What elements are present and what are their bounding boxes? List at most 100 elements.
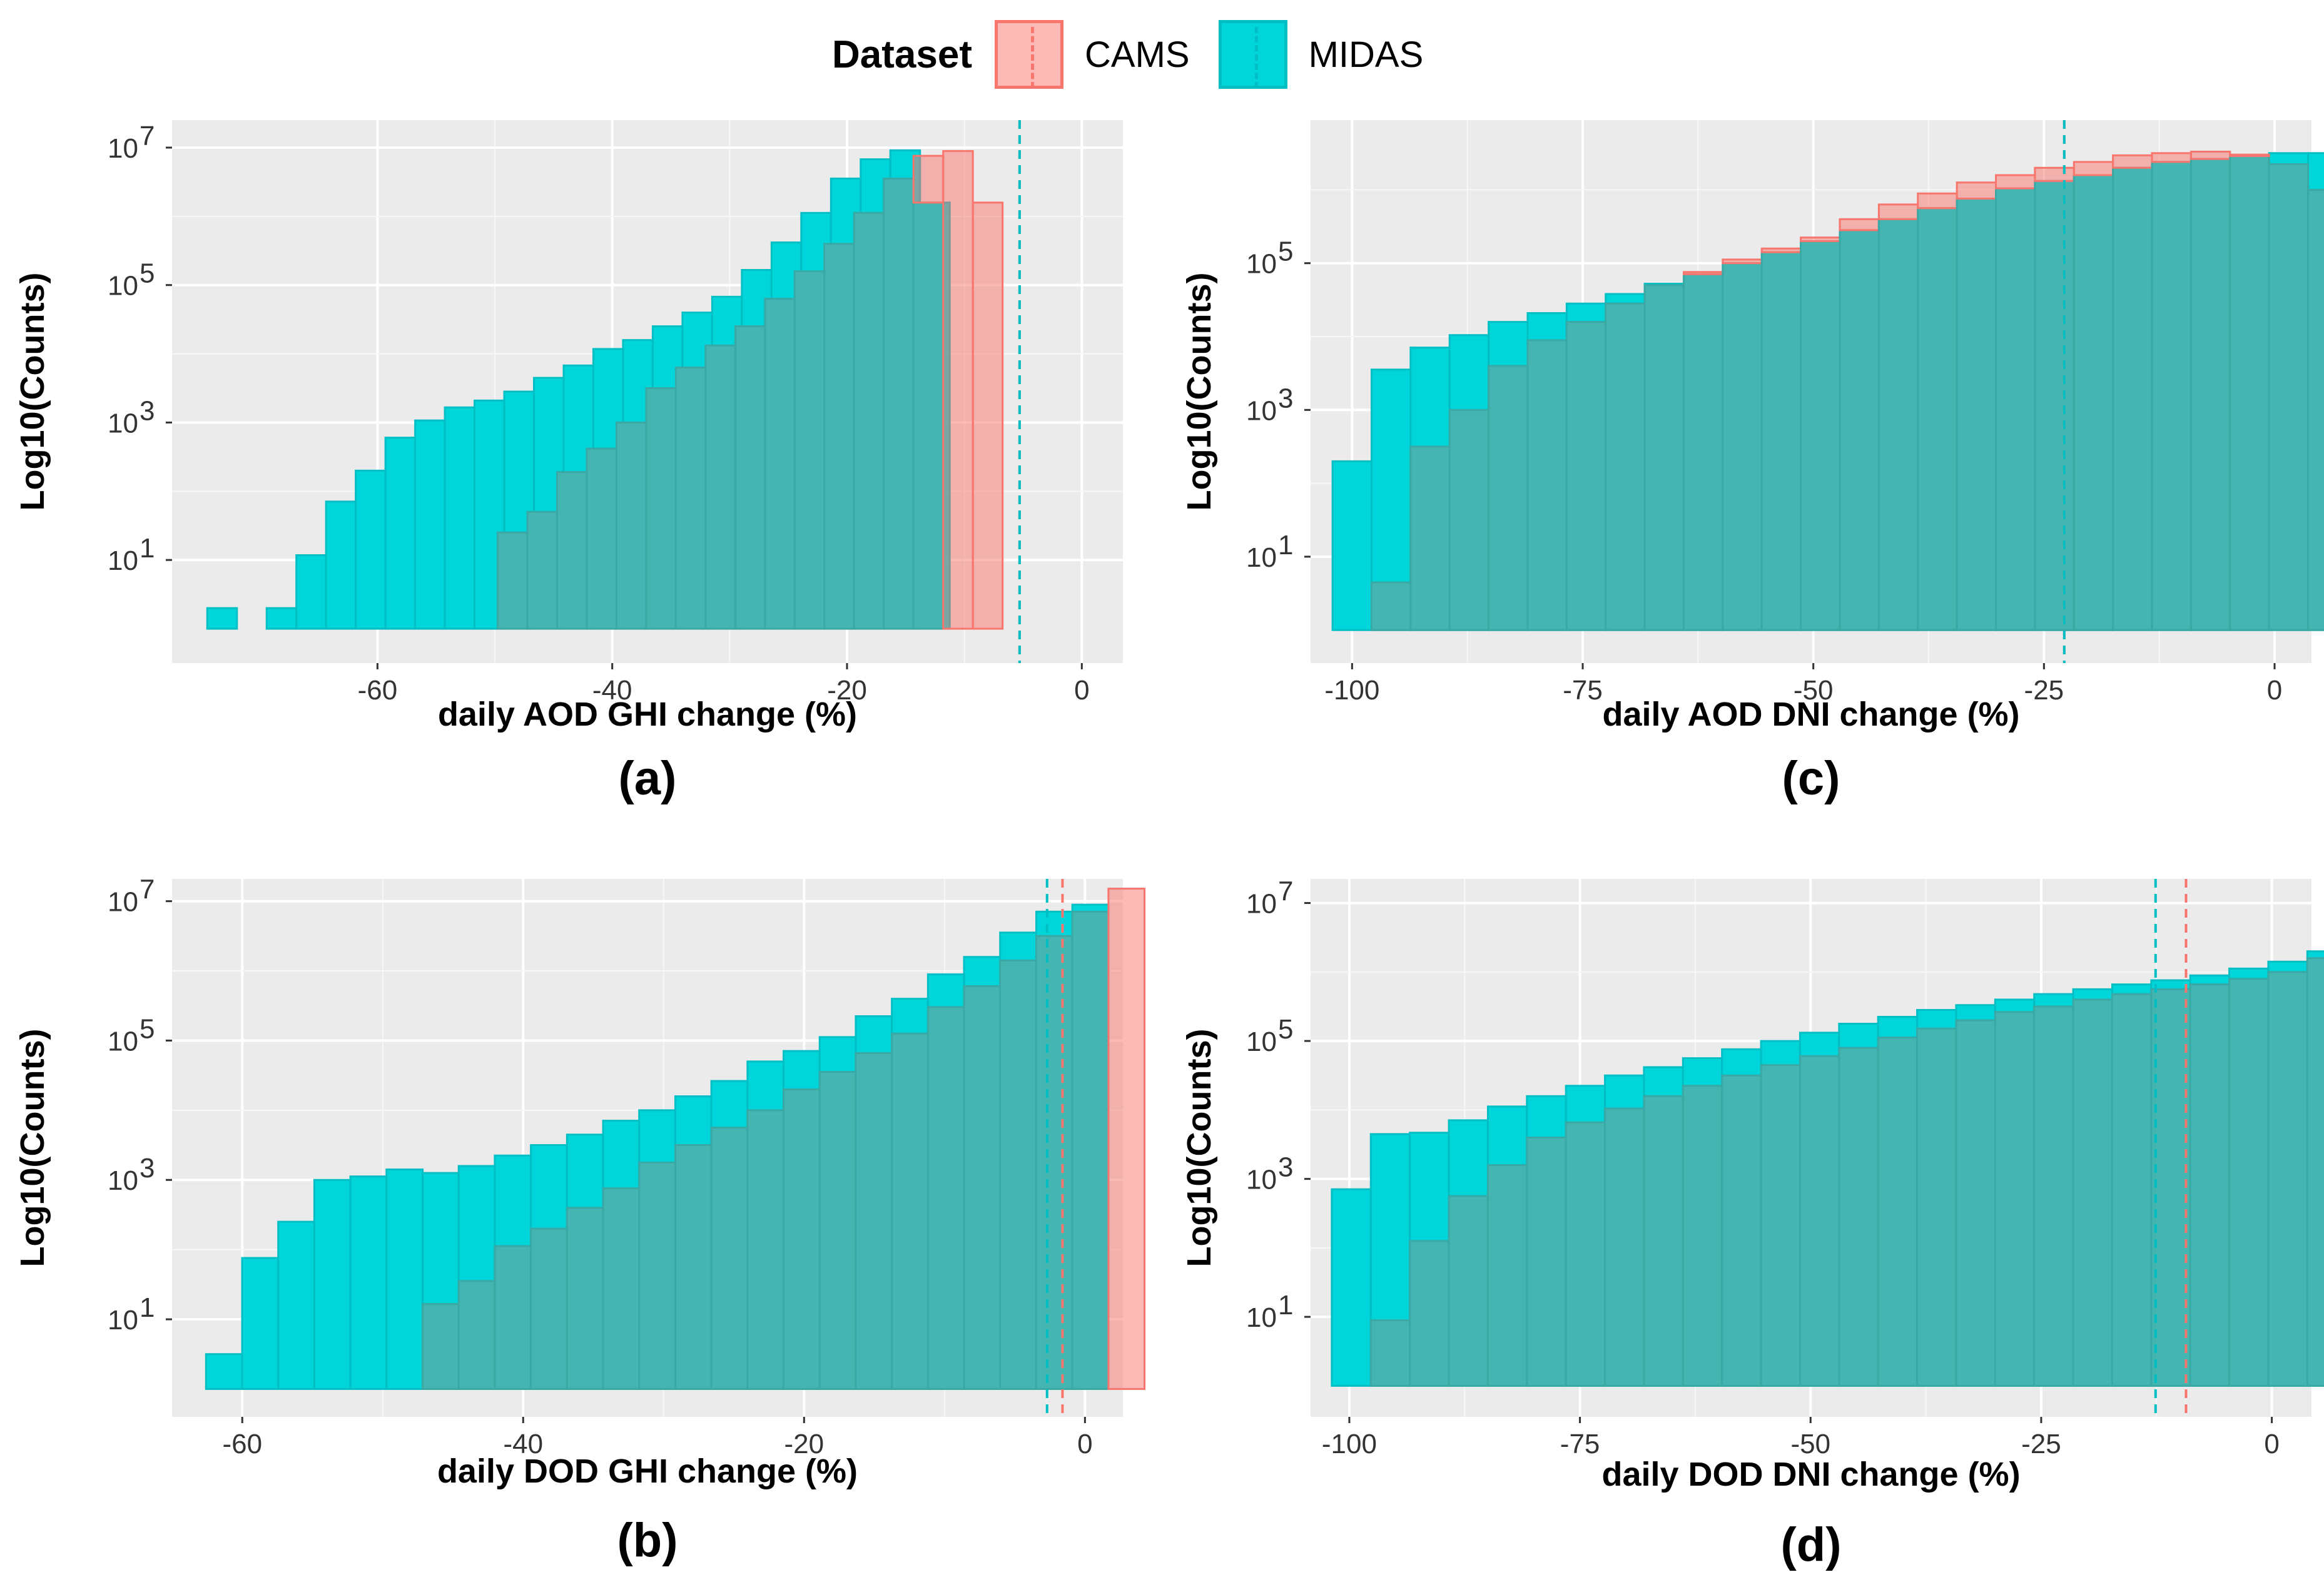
bar-cams-overlap bbox=[1035, 935, 1073, 1390]
legend-title: Dataset bbox=[832, 33, 972, 76]
y-tick-exponent: 7 bbox=[1278, 876, 1293, 907]
bar-midas bbox=[205, 1353, 243, 1390]
y-tick-exponent: 7 bbox=[140, 121, 155, 151]
bar-cams-overlap bbox=[1565, 1121, 1606, 1387]
bar-cams-overlap bbox=[526, 510, 559, 630]
bar-midas bbox=[349, 1175, 388, 1390]
bar-cams-overlap bbox=[793, 270, 826, 630]
y-tick-label: 10 bbox=[1246, 1165, 1277, 1195]
bar-midas bbox=[1331, 460, 1373, 631]
bar-cams-overlap bbox=[1956, 198, 1997, 631]
bar-cams bbox=[1800, 236, 1841, 243]
bar-cams bbox=[1760, 247, 1802, 253]
bar-cams-overlap bbox=[1721, 1074, 1762, 1387]
bar-cams-overlap bbox=[530, 1227, 568, 1390]
bar-midas bbox=[241, 1257, 280, 1390]
bar-cams-overlap bbox=[2190, 158, 2231, 631]
bar-cams-overlap bbox=[2033, 1005, 2074, 1387]
y-tick-exponent: 1 bbox=[140, 1292, 155, 1323]
x-tick-label: -40 bbox=[504, 1429, 544, 1459]
y-tick-exponent: 3 bbox=[140, 1153, 155, 1184]
bar-cams-overlap bbox=[1369, 1319, 1411, 1387]
bar-cams bbox=[1107, 888, 1146, 1390]
x-tick-label: -75 bbox=[1560, 1429, 1600, 1459]
bar-cams-overlap bbox=[2111, 993, 2153, 1387]
bar-cams bbox=[1877, 203, 1919, 220]
x-axis-title: daily AOD GHI change (%) bbox=[438, 696, 857, 733]
bar-cams-overlap bbox=[963, 985, 1002, 1390]
bar-cams-overlap bbox=[1877, 218, 1919, 631]
bar-cams-overlap bbox=[674, 1144, 713, 1390]
bar-cams-overlap bbox=[1916, 1027, 1957, 1387]
x-tick-label: -50 bbox=[1790, 1429, 1830, 1459]
x-tick-label: -100 bbox=[1324, 675, 1379, 706]
bar-cams bbox=[972, 201, 1004, 630]
bar-cams-overlap bbox=[1995, 187, 2036, 631]
bar-cams-overlap bbox=[422, 1303, 460, 1390]
bar-cams-overlap bbox=[823, 243, 855, 630]
bar-cams bbox=[942, 150, 974, 630]
x-tick-label: -25 bbox=[2021, 1429, 2061, 1459]
y-tick-label: 10 bbox=[1246, 542, 1277, 573]
bar-cams-overlap bbox=[1799, 1055, 1840, 1387]
y-tick-label: 10 bbox=[1246, 395, 1277, 426]
bar-cams bbox=[1722, 258, 1763, 265]
bar-cams-overlap bbox=[497, 531, 529, 630]
bar-cams-overlap bbox=[1448, 1195, 1489, 1387]
y-axis-title: Log10(Counts) bbox=[14, 273, 51, 511]
legend-label-midas: MIDAS bbox=[1308, 34, 1424, 75]
bar-midas bbox=[277, 1220, 315, 1390]
x-tick-label: -75 bbox=[1563, 675, 1603, 706]
y-tick-label: 10 bbox=[1246, 889, 1277, 920]
bar-midas bbox=[355, 469, 387, 630]
x-axis-title: daily DOD DNI change (%) bbox=[1601, 1456, 2020, 1493]
bar-cams-overlap bbox=[1682, 273, 1724, 631]
y-axis-title: Log10(Counts) bbox=[1180, 1029, 1218, 1267]
x-tick-label: 0 bbox=[2267, 675, 2282, 706]
bar-cams-overlap bbox=[999, 959, 1037, 1390]
bar-cams-overlap bbox=[818, 1071, 857, 1390]
bar-cams-overlap bbox=[1488, 365, 1529, 631]
bar-midas bbox=[313, 1179, 352, 1390]
bar-cams bbox=[912, 155, 945, 204]
bar-cams-overlap bbox=[602, 1187, 641, 1390]
bar-cams-overlap bbox=[1838, 1047, 1879, 1387]
bar-cams-overlap bbox=[2228, 978, 2270, 1387]
y-axis-title: Log10(Counts) bbox=[1180, 273, 1218, 511]
bar-midas bbox=[414, 419, 446, 630]
x-tick-label: -20 bbox=[827, 675, 867, 706]
y-tick-label: 10 bbox=[108, 545, 138, 576]
bar-cams-overlap bbox=[457, 1280, 496, 1390]
bar-cams-overlap bbox=[1565, 321, 1607, 631]
bar-cams-overlap bbox=[556, 471, 588, 630]
bar-cams bbox=[2190, 150, 2231, 160]
y-tick-label: 10 bbox=[108, 1026, 138, 1057]
legend-key-cams bbox=[995, 20, 1063, 89]
bar-cams bbox=[1917, 192, 1958, 210]
y-tick-exponent: 5 bbox=[140, 258, 155, 289]
bar-cams bbox=[2151, 152, 2192, 163]
bar-cams-overlap bbox=[2072, 998, 2113, 1387]
bar-cams bbox=[1956, 181, 1997, 200]
panel-label: (a) bbox=[619, 752, 677, 805]
bar-midas bbox=[325, 500, 357, 630]
bar-cams bbox=[2073, 161, 2114, 176]
x-tick-label: -25 bbox=[2024, 675, 2064, 706]
y-tick-exponent: 1 bbox=[140, 533, 155, 564]
bar-cams-overlap bbox=[2267, 971, 2308, 1387]
y-tick-label: 10 bbox=[108, 887, 138, 918]
bar-cams-overlap bbox=[1526, 1136, 1567, 1387]
bar-cams-overlap bbox=[1955, 1019, 1996, 1387]
bar-cams-overlap bbox=[853, 211, 885, 630]
bar-cams-overlap bbox=[1994, 1011, 2036, 1387]
x-tick-label: 0 bbox=[1074, 675, 1089, 706]
bar-cams-overlap bbox=[891, 1032, 929, 1390]
x-tick-label: 0 bbox=[1077, 1429, 1092, 1459]
x-axis-title: daily AOD DNI change (%) bbox=[1602, 696, 2019, 733]
bar-cams-overlap bbox=[1643, 284, 1685, 631]
bar-cams-overlap bbox=[912, 201, 945, 630]
legend: Dataset CAMS MIDAS bbox=[832, 14, 1452, 95]
